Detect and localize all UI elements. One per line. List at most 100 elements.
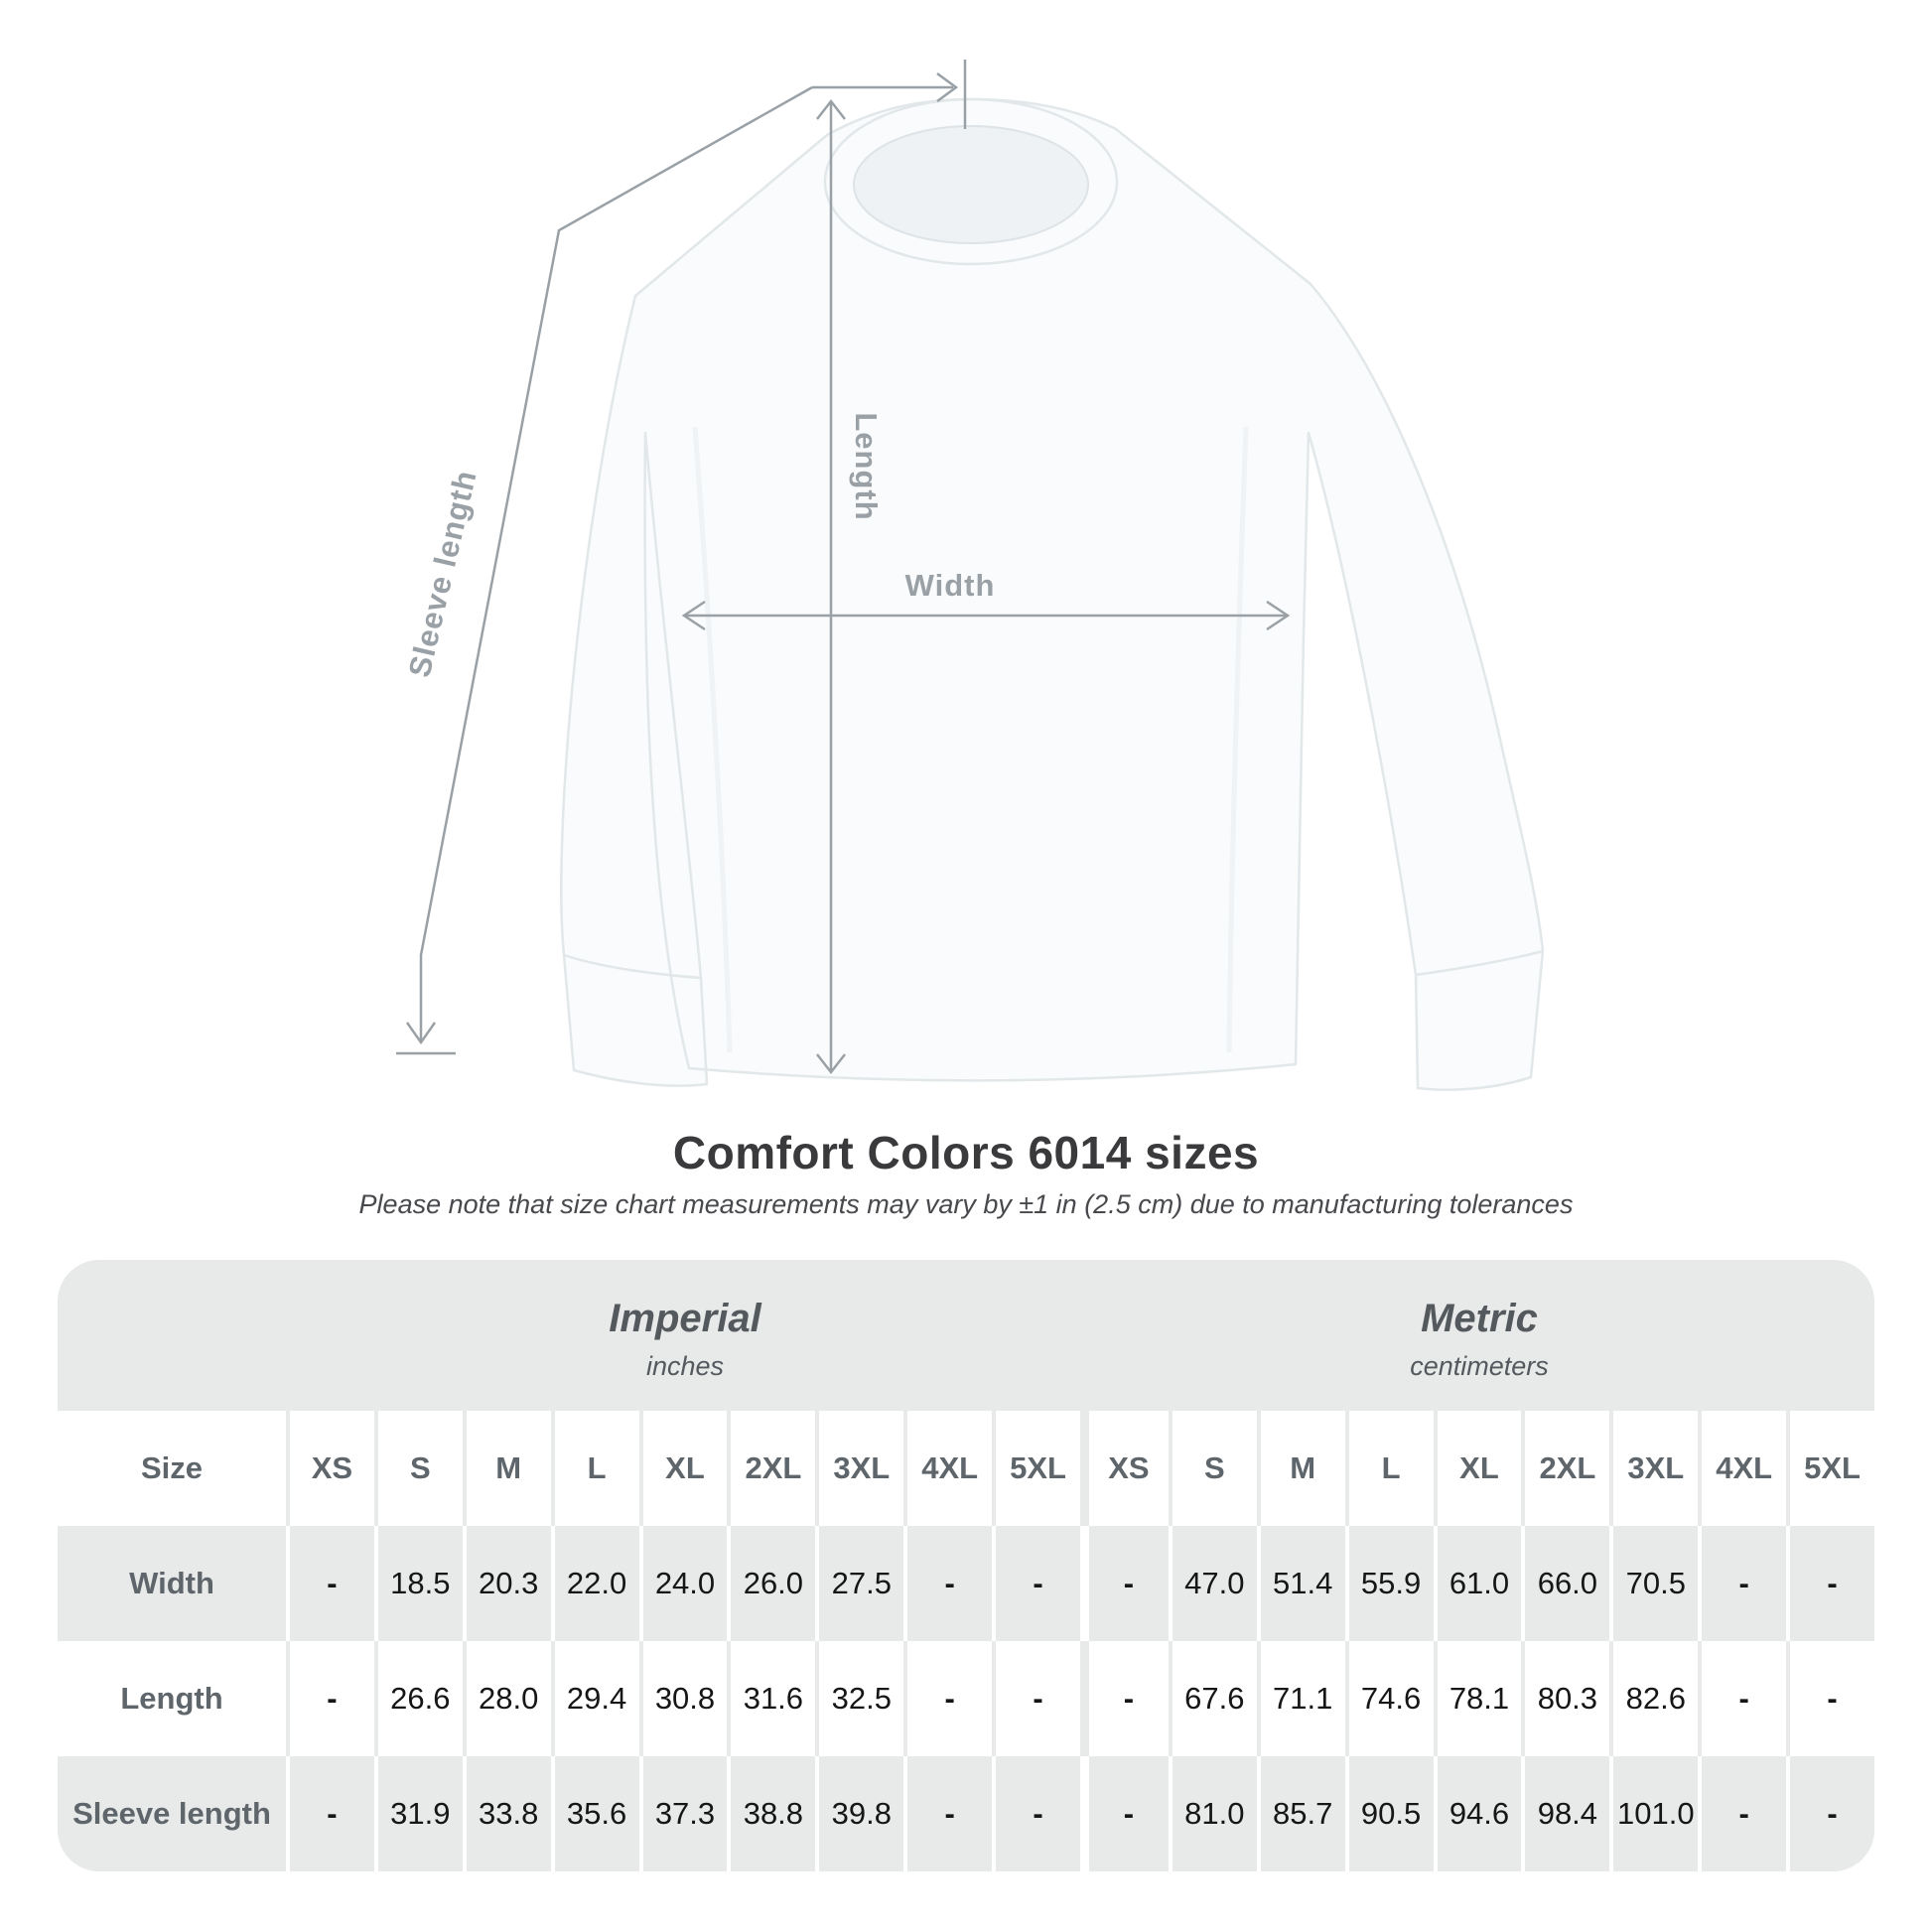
- size-header-cell: 2XL: [1525, 1411, 1610, 1526]
- size-header-cell: XL: [1437, 1411, 1522, 1526]
- row-label: Length: [58, 1641, 286, 1756]
- measurement-cell: 80.3: [1525, 1641, 1610, 1756]
- measurement-cell: -: [1790, 1526, 1874, 1641]
- sleeve-length-arrowhead: [405, 1022, 437, 1045]
- size-header-cell: 3XL: [1613, 1411, 1699, 1526]
- right-cuff-seam: [1415, 949, 1544, 977]
- measurement-cell: -: [996, 1526, 1080, 1641]
- measurement-cell: -: [1088, 1526, 1169, 1641]
- measurement-cell: 32.5: [819, 1641, 904, 1756]
- measurement-cell: 31.6: [731, 1641, 816, 1756]
- measurement-cell: 85.7: [1260, 1756, 1345, 1871]
- measurement-cell: 70.5: [1613, 1526, 1699, 1641]
- size-header-cell: XS: [1088, 1411, 1169, 1526]
- size-header-cell: M: [466, 1411, 551, 1526]
- measurement-cell: -: [1088, 1641, 1169, 1756]
- tolerance-note: Please note that size chart measurements…: [358, 1189, 1574, 1219]
- table-row-width: Width -18.5 20.3 22.0 24.0 26.0 27.5- - -47.0 51…: [58, 1526, 1874, 1641]
- measurement-cell: -: [1702, 1641, 1787, 1756]
- measurement-cell: 33.8: [466, 1756, 551, 1871]
- fold-left: [692, 426, 733, 1053]
- measurement-cell: 101.0: [1613, 1756, 1699, 1871]
- size-header-row: Size XS S M L XL 2XL 3XL 4XL 5XL XS S M L XL 2XL 3XL 4XL…: [58, 1411, 1874, 1526]
- table-row-length: Length -26.6 28.0 29.4 30.8 31.6 32.5- - -67.6 7…: [58, 1641, 1874, 1756]
- measurement-cell: 37.3: [642, 1756, 728, 1871]
- shoulder-top-arrowhead: [936, 71, 959, 103]
- metric-unit-label: centimeters: [1410, 1351, 1549, 1381]
- measurement-cell: 38.8: [731, 1756, 816, 1871]
- measurement-cell: -: [996, 1756, 1080, 1871]
- size-header-cell: XS: [290, 1411, 374, 1526]
- measurement-cell: 24.0: [642, 1526, 728, 1641]
- measurement-cell: 28.0: [466, 1641, 551, 1756]
- measurement-cell: -: [996, 1641, 1080, 1756]
- imperial-unit-label: inches: [645, 1351, 725, 1381]
- size-table: Imperial inches Metric centimeters Size …: [58, 1260, 1874, 1871]
- shirt-diagram-svg: Length Width Sleeve length: [396, 60, 1545, 1091]
- measurement-cell: -: [907, 1756, 993, 1871]
- left-cuff-seam: [563, 953, 702, 980]
- size-corner-label: Size: [58, 1411, 286, 1526]
- measurement-cell: -: [907, 1641, 993, 1756]
- measurement-cell: -: [1702, 1756, 1787, 1871]
- size-header-cell: 4XL: [907, 1411, 993, 1526]
- imperial-unit-header: Imperial inches: [290, 1260, 1080, 1411]
- size-header-cell: S: [377, 1411, 463, 1526]
- shirt-illustration: [560, 97, 1545, 1091]
- size-header-cell: 5XL: [1790, 1411, 1874, 1526]
- measurement-cell: 30.8: [642, 1641, 728, 1756]
- measurement-cell: 81.0: [1172, 1756, 1257, 1871]
- page-title: Comfort Colors 6014 sizes: [672, 1127, 1260, 1178]
- measurement-cell: 74.6: [1348, 1641, 1434, 1756]
- measurement-cell: 18.5: [377, 1526, 463, 1641]
- measurement-cell: 67.6: [1172, 1641, 1257, 1756]
- measurement-cell: -: [1088, 1756, 1169, 1871]
- width-label: Width: [905, 568, 996, 603]
- measurement-cell: 66.0: [1525, 1526, 1610, 1641]
- measurement-cell: 51.4: [1260, 1526, 1345, 1641]
- measurement-cell: 26.6: [377, 1641, 463, 1756]
- size-header-cell: L: [1348, 1411, 1434, 1526]
- measurement-cell: 35.6: [554, 1756, 639, 1871]
- metric-label: Metric: [1421, 1297, 1538, 1340]
- measurement-cell: 20.3: [466, 1526, 551, 1641]
- measurement-cell: 27.5: [819, 1526, 904, 1641]
- size-header-cell: L: [554, 1411, 639, 1526]
- size-header-cell: XL: [642, 1411, 728, 1526]
- measurement-cell: 31.9: [377, 1756, 463, 1871]
- size-header-cell: 2XL: [731, 1411, 816, 1526]
- size-header-cell: 4XL: [1702, 1411, 1787, 1526]
- measurement-cell: 98.4: [1525, 1756, 1610, 1871]
- measurement-cell: -: [290, 1641, 374, 1756]
- sleeve-length-label: Sleeve length: [402, 467, 483, 680]
- sleeve-length-arrow-line: [419, 85, 813, 1040]
- shirt-measurement-diagram: Length Width Sleeve length: [396, 60, 1545, 1091]
- width-arrowhead-left: [681, 600, 706, 631]
- measurement-cell: -: [1790, 1641, 1874, 1756]
- imperial-label: Imperial: [609, 1297, 761, 1340]
- measurement-cell: -: [290, 1756, 374, 1871]
- measurement-cell: 78.1: [1437, 1641, 1522, 1756]
- measurement-cell: -: [290, 1526, 374, 1641]
- size-header-cell: 3XL: [819, 1411, 904, 1526]
- metric-unit-header: Metric centimeters: [1084, 1260, 1874, 1411]
- measurement-cell: 29.4: [554, 1641, 639, 1756]
- measurement-cell: 94.6: [1437, 1756, 1522, 1871]
- measurement-cell: 82.6: [1613, 1641, 1699, 1756]
- measurement-lines: [396, 60, 1291, 1075]
- row-label: Sleeve length: [58, 1756, 286, 1871]
- length-arrowhead-bottom: [816, 1053, 846, 1075]
- unit-header-row: Imperial inches Metric centimeters: [58, 1260, 1874, 1411]
- fold-right: [1226, 426, 1249, 1053]
- length-arrowhead-top: [816, 98, 846, 120]
- measurement-cell: -: [907, 1526, 993, 1641]
- measurement-cell: 61.0: [1437, 1526, 1522, 1641]
- collar-opening: [853, 125, 1089, 244]
- size-header-cell: M: [1260, 1411, 1345, 1526]
- size-header-cell: 5XL: [996, 1411, 1080, 1526]
- row-label: Width: [58, 1526, 286, 1641]
- measurement-cell: -: [1790, 1756, 1874, 1871]
- width-arrowhead-right: [1266, 600, 1291, 631]
- table-row-sleeve-length: Sleeve length -31.9 33.8 35.6 37.3 38.8 39.8-…: [58, 1756, 1874, 1871]
